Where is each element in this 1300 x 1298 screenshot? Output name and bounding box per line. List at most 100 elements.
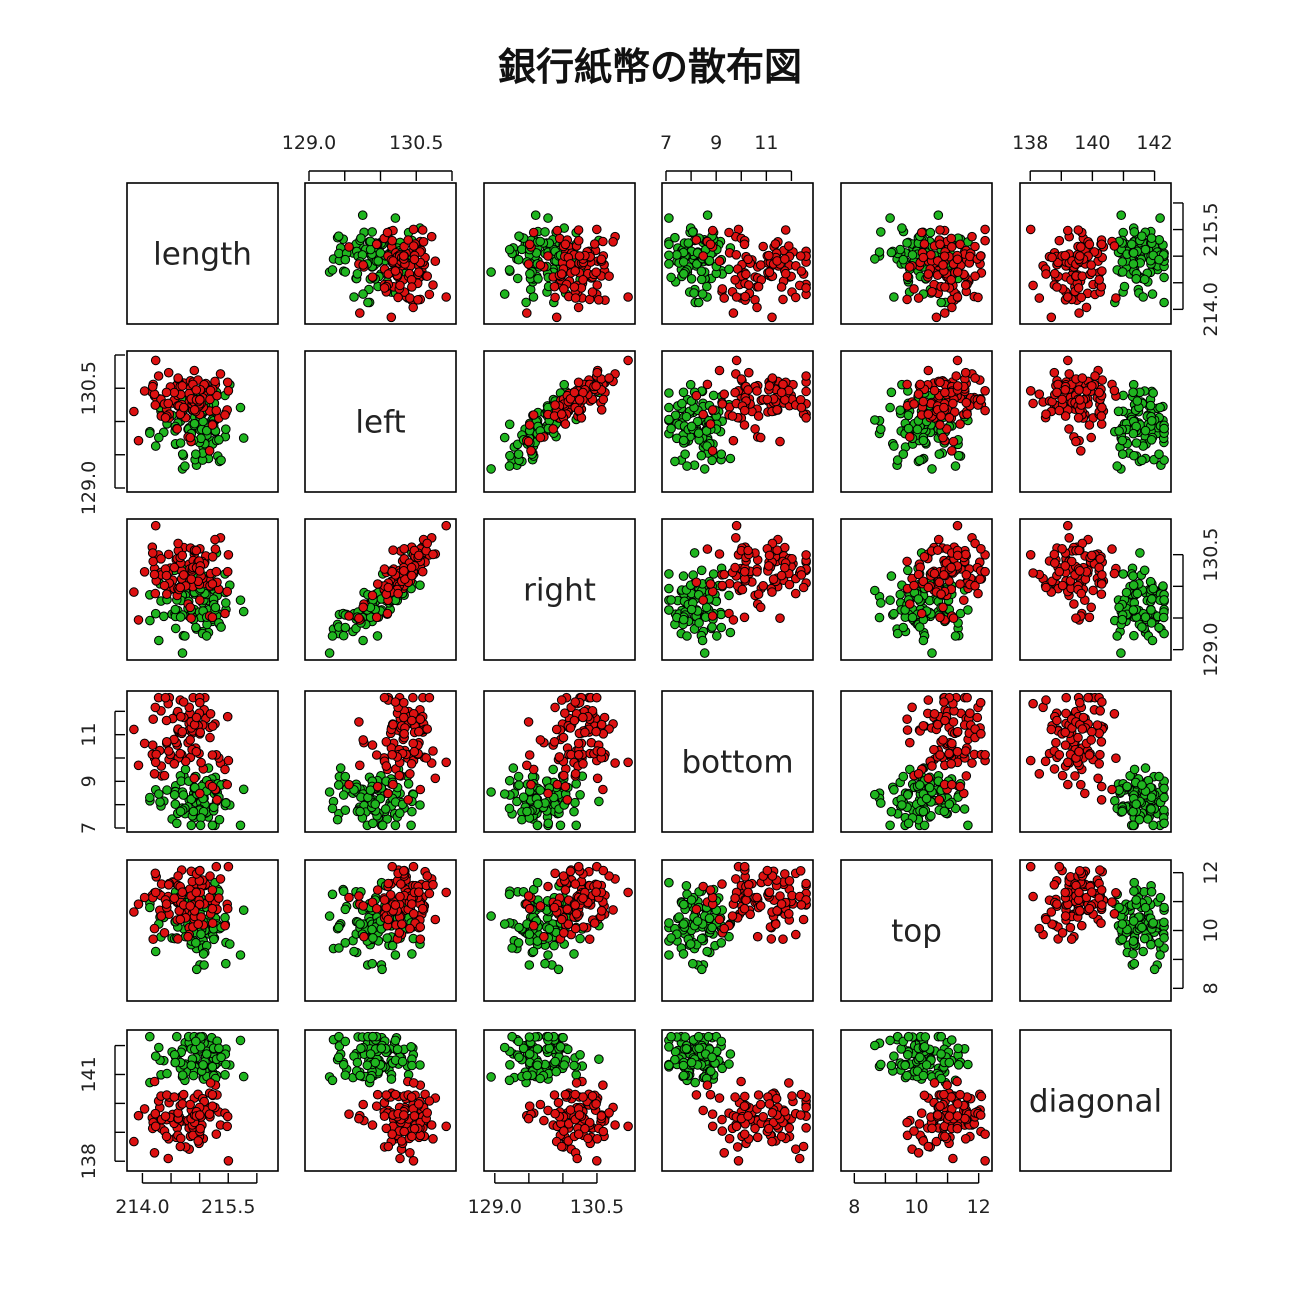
point-g0-94 [1128,428,1139,439]
point-g1-96 [1087,726,1097,737]
point-g0-83 [1128,571,1138,581]
point-g0-65 [664,414,674,425]
point-g1-86 [393,292,403,303]
point-g0-89 [1128,248,1139,258]
point-g0-73 [950,631,961,641]
point-g1-72 [163,398,173,409]
point-g1-99 [524,750,535,760]
point-g1-6 [698,251,709,261]
point-g0-72 [681,881,692,891]
point-g1-97 [755,432,766,443]
point-g1-91 [578,275,588,285]
point-g1-95 [1097,402,1107,413]
point-g1-77 [150,757,161,768]
point-g0-59 [689,288,699,298]
point-g1-57 [927,761,937,771]
point-g0-87 [1155,213,1165,223]
point-g0-24 [1116,210,1126,220]
point-g1-34 [589,239,600,249]
point-g0-97 [1154,254,1164,265]
point-g1-96 [177,381,188,391]
point-g1-57 [156,911,167,921]
point-g1-73 [1096,579,1107,589]
point-g0-62 [575,790,585,800]
point-g0-75 [1147,416,1157,426]
point-g0-97 [716,449,727,460]
point-g1-61 [1095,554,1105,564]
point-g0-75 [1147,594,1157,604]
point-g1-91 [406,759,417,769]
point-g0-93 [514,231,524,241]
point-g0-62 [903,565,913,576]
point-g1-29 [946,233,957,244]
point-g1-76 [775,436,785,447]
point-g1-81 [173,373,183,383]
point-g1-76 [354,717,364,727]
point-g0-91 [1140,902,1151,913]
point-g1-88 [976,544,986,554]
point-g1-67 [691,904,702,915]
point-g0-87 [235,595,246,606]
point-g0-96 [1148,583,1158,594]
point-g1-93 [1074,545,1084,556]
point-g0-94 [1128,820,1139,831]
point-g1-33 [388,779,398,790]
point-g0-73 [327,803,338,814]
point-g1-95 [939,402,949,413]
point-g0-85 [540,958,550,969]
point-g0-81 [154,635,164,646]
point-g1-33 [707,405,718,415]
point-g1-87 [752,567,762,577]
point-g1-4 [1025,386,1036,396]
point-g1-47 [902,271,913,282]
point-g0-8 [725,453,736,464]
point-g1-74 [129,406,139,417]
point-g0-85 [367,227,378,237]
point-g0-84 [907,612,918,623]
point-g1-85 [592,280,603,290]
point-g1-73 [1096,239,1107,250]
point-g0-81 [499,432,510,443]
point-g1-97 [358,602,369,613]
point-g0-63 [889,785,899,795]
point-g0-87 [1155,950,1165,960]
point-g0-80 [340,904,351,915]
point-g1-82 [936,589,946,600]
point-g1-62 [394,770,405,781]
point-g1-78 [784,909,794,919]
point-g1-55 [344,892,354,903]
point-g0-85 [221,424,231,435]
point-g1-91 [730,275,740,285]
point-g1-13 [750,424,760,434]
point-g0-87 [543,213,553,223]
point-g1-13 [367,272,378,282]
point-g1-94 [975,395,986,405]
point-g1-48 [355,308,365,318]
point-g0-86 [1146,435,1157,445]
point-g0-72 [380,804,391,814]
panel-left-top [840,350,993,493]
point-g1-74 [551,724,562,735]
point-g1-58 [717,879,727,889]
point-g1-56 [222,377,233,388]
point-g0-85 [1129,958,1140,969]
point-g1-96 [952,381,963,391]
point-g1-4 [223,550,234,560]
panel-frame [126,350,279,493]
point-g0-50 [1146,605,1156,615]
point-g0-78 [683,238,694,248]
point-g1-99 [935,420,945,430]
point-g1-98 [387,750,398,760]
point-g0-81 [358,635,368,646]
point-g1-67 [212,795,222,805]
panel-length-right [483,182,636,325]
point-g1-92 [940,387,950,398]
point-g1-65 [405,293,415,303]
point-g1-5 [430,773,441,784]
point-g1-82 [381,902,392,913]
point-g1-6 [1080,788,1090,799]
point-g1-85 [428,880,438,890]
point-g1-73 [955,781,965,792]
point-g1-76 [1071,436,1081,447]
point-g1-5 [714,256,725,267]
